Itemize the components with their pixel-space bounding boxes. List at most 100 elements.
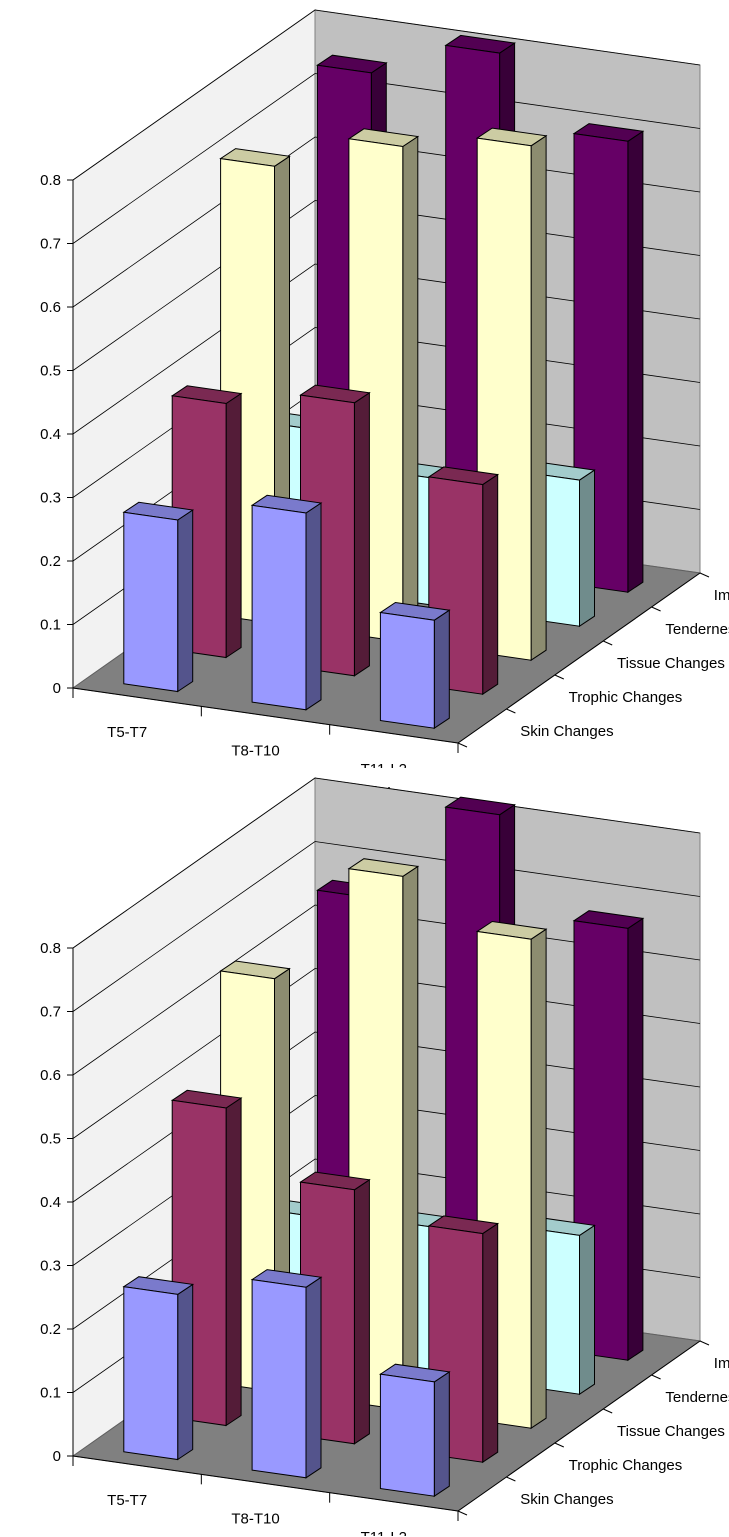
bar-side [402,865,419,1411]
bar-side [482,473,499,696]
bar [379,1363,451,1498]
chart-right: Right 00.10.20.30.40.50.60.70.8T5-T7T8-T… [0,768,729,1536]
bar-side [627,130,644,594]
chart-svg-right: 0 0.1 0.2 0.3 0.4 0.5 0.6 0.7 0.8 T5-T7 T8-T10 T11-… [40,777,729,1536]
gridline [72,327,701,498]
y-tick-label: 0 [53,1448,61,1465]
depth-tick-label: Tenderness [665,621,729,638]
bar-side [177,509,194,693]
bar-front [251,1279,307,1479]
y-tick-label: 0.8 [40,172,61,189]
bar-side [579,1224,595,1396]
depth-tick-label: Trophic Changes [569,1457,683,1474]
y-tick-label: 0.5 [40,1131,61,1148]
bar-front [123,511,179,693]
chart-svg-left: 0 0.1 0.2 0.3 0.4 0.5 0.6 0.7 0.8 T5-T7 T8-T10 T11-… [40,9,729,768]
depth-tick-mark [651,606,661,612]
bar-side [530,134,547,662]
y-tick-label: 0.3 [40,1258,61,1275]
y-tick-label: 0.8 [40,940,61,957]
bar-side [433,1370,450,1498]
y-tick-label: 0.7 [40,1004,61,1021]
depth-tick-label: Immobility [714,1355,729,1372]
x-tick-label: T11-L2 [361,761,407,768]
depth-tick-mark [457,742,468,748]
y-tick-label: 0.4 [40,426,61,443]
bar [250,494,323,711]
gridline [72,200,701,371]
depth-tick-mark [699,1340,710,1346]
depth-tick-mark [457,1510,468,1516]
y-tick-label: 0 [53,680,61,697]
depth-tick-mark [554,1442,565,1448]
y-tick-label: 0.2 [40,1321,61,1338]
bar [122,501,195,693]
bar-side [305,502,322,711]
depth-tick-label: Skin Changes [520,723,613,740]
y-tick-label: 0.6 [40,299,61,316]
depth-tick-mark [506,1476,516,1482]
gridline [72,968,701,1139]
chart-left: Left 00.10.20.30.40.50.60.70.8T5-T7T8-T1… [0,0,729,768]
gridline [72,777,701,949]
gridline [72,1031,701,1203]
bar-side [402,135,419,643]
depth-tick-label: Tenderness [665,1389,729,1406]
depth-axis [457,572,701,744]
x-tick-label: T5-T7 [107,1492,147,1509]
bar-side [305,1276,322,1479]
y-tick-label: 0.5 [40,363,61,380]
bar-side [482,1222,499,1464]
depth-tick-label: Immobility [714,587,729,604]
gridline [72,1095,701,1266]
gridline [72,1158,701,1330]
y-tick-label: 0.7 [40,236,61,253]
bar [122,1276,195,1461]
depth-axis [457,1340,701,1512]
y-tick-label: 0.2 [40,553,61,570]
depth-tick-label: Tissue Changes [617,1423,725,1440]
x-tick-label: T8-T10 [231,743,279,760]
bar-side [530,928,547,1430]
depth-tick-label: Skin Changes [520,1491,613,1508]
bar [250,1269,323,1479]
x-axis [72,1455,459,1512]
bar-side [225,392,242,659]
bar-side [177,1283,194,1461]
depth-tick-mark [602,640,613,646]
bar-front [379,1373,435,1497]
gridline [72,73,701,244]
x-tick-label: T8-T10 [231,1511,279,1528]
bar-side [353,1178,370,1445]
bar [379,601,451,730]
x-tick-label: T11-L2 [361,1529,407,1536]
depth-tick-mark [699,572,710,578]
gridline [72,9,701,181]
gridline [72,841,701,1012]
depth-tick-mark [602,1408,613,1414]
depth-tick-mark [506,708,516,714]
plot-area: 0 0.1 0.2 0.3 0.4 0.5 0.6 0.7 0.8 T5-T7 T8-T10 T11-… [40,9,729,768]
depth-tick-label: Tissue Changes [617,655,725,672]
bar-side [353,391,370,677]
x-tick-label: T5-T7 [107,724,147,741]
gridline [72,263,701,435]
y-tick-label: 0.1 [40,1385,61,1402]
y-tick-label: 0.3 [40,490,61,507]
gridline [72,136,701,308]
bar-front [123,1286,179,1461]
bar-side [433,609,450,730]
x-axis [72,687,459,744]
bar-side [225,1097,242,1427]
plot-area: 0 0.1 0.2 0.3 0.4 0.5 0.6 0.7 0.8 T5-T7 T8-T10 T11-… [40,777,729,1536]
y-tick-label: 0.1 [40,617,61,634]
bar-front [379,611,435,729]
depth-tick-mark [651,1374,661,1380]
gridline [72,904,701,1076]
y-tick-label: 0.6 [40,1067,61,1084]
depth-tick-label: Trophic Changes [569,689,683,706]
depth-tick-mark [554,674,565,680]
y-tick-label: 0.4 [40,1194,61,1211]
bar-front [251,504,307,711]
bar-side [579,469,595,628]
